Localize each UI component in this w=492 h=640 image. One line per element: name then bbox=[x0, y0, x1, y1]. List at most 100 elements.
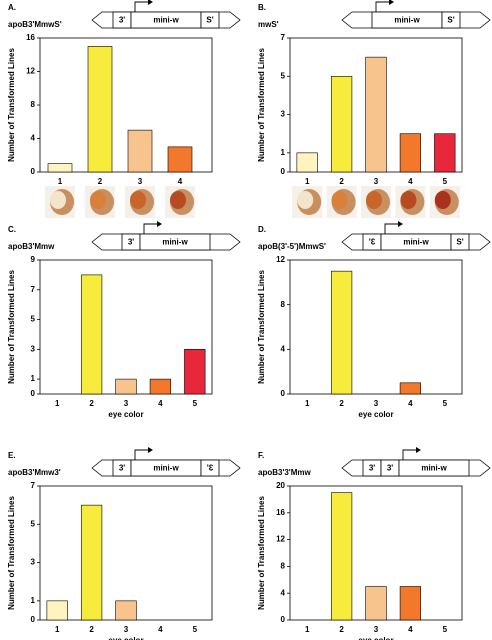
y-tick-label: 4 bbox=[281, 588, 286, 597]
y-tick-label: 3 bbox=[281, 110, 286, 119]
panel-label: E. bbox=[8, 451, 16, 460]
bar bbox=[365, 586, 387, 621]
eye-photo-eye bbox=[130, 191, 146, 209]
panel-label: B. bbox=[258, 3, 266, 12]
y-tick-label: 8 bbox=[281, 562, 286, 571]
construct-element-label: 3' bbox=[369, 464, 375, 473]
eye-photo-eye bbox=[50, 191, 66, 209]
promoter-arrowhead bbox=[398, 221, 403, 227]
x-tick-label: 2 bbox=[339, 625, 344, 634]
x-tick-label: 2 bbox=[89, 625, 94, 634]
bar bbox=[399, 586, 422, 621]
bar bbox=[149, 378, 172, 395]
construct-element-label: mini-w bbox=[153, 464, 179, 473]
panel-label: F. bbox=[258, 451, 264, 460]
eye-photo-eye bbox=[297, 191, 314, 209]
x-tick-label: 2 bbox=[339, 399, 344, 408]
y-tick-label: 0 bbox=[281, 389, 286, 398]
y-tick-label: 12 bbox=[276, 255, 285, 264]
x-tick-label: 5 bbox=[193, 399, 198, 408]
x-axis-label: eye color bbox=[108, 410, 143, 419]
bar bbox=[399, 133, 422, 173]
y-tick-label: 3 bbox=[31, 558, 36, 567]
x-tick-label: 4 bbox=[158, 625, 163, 634]
x-tick-label: 3 bbox=[124, 625, 129, 634]
y-tick-label: 7 bbox=[281, 33, 286, 42]
construct-element-label: 3' bbox=[119, 464, 125, 473]
x-tick-label: 5 bbox=[443, 399, 448, 408]
construct-element-label: mini-w bbox=[403, 238, 429, 247]
panel: B. mwS' mini-w S' Number of Transformed Line… bbox=[257, 0, 491, 218]
y-axis-label: Number of Transformed Lines bbox=[7, 48, 16, 162]
panel: E. apoB3'Mmw3' 3' mini-w 3' Number of Transfo… bbox=[7, 447, 241, 640]
construct-name: apoB3'3'Mmw bbox=[258, 468, 311, 477]
promoter-arrow bbox=[134, 449, 149, 460]
y-tick-label: 1 bbox=[31, 596, 36, 605]
y-axis-label: Number of Transformed Lines bbox=[257, 270, 266, 384]
construct-element bbox=[398, 459, 470, 477]
construct-element bbox=[200, 459, 220, 477]
construct-name: mwS' bbox=[258, 20, 279, 29]
x-tick-label: 2 bbox=[98, 177, 103, 186]
y-tick-label: 0 bbox=[31, 389, 36, 398]
y-tick-label: 5 bbox=[31, 519, 36, 528]
bar bbox=[80, 274, 103, 395]
eye-photo-eye bbox=[366, 191, 382, 209]
bar bbox=[46, 600, 68, 621]
construct-element bbox=[441, 11, 461, 29]
construct-name: apoB(3'-5')MmwS' bbox=[258, 242, 326, 251]
eye-photo-eye bbox=[170, 191, 186, 209]
panel: C. apoB3'Mmw 3' mini-w Number of Transformed… bbox=[7, 221, 241, 419]
y-tick-label: 7 bbox=[31, 285, 36, 294]
y-tick-label: 1 bbox=[31, 374, 36, 383]
bar bbox=[80, 504, 103, 621]
y-tick-label: 5 bbox=[31, 315, 36, 324]
construct-element-label: 3' bbox=[207, 464, 213, 473]
eye-photo-eye bbox=[331, 191, 348, 209]
eye-photo-eye bbox=[400, 191, 417, 209]
y-axis-label: Number of Transformed Lines bbox=[7, 496, 16, 610]
x-tick-label: 4 bbox=[408, 177, 413, 186]
x-tick-label: 2 bbox=[89, 399, 94, 408]
x-tick-label: 5 bbox=[193, 625, 198, 634]
x-axis-label: eye color bbox=[358, 410, 393, 419]
y-tick-label: 3 bbox=[31, 344, 36, 353]
y-tick-label: 16 bbox=[276, 508, 285, 517]
y-axis-label: Number of Transformed Lines bbox=[257, 48, 266, 162]
construct-name: apoB3'Mmw bbox=[8, 242, 55, 251]
bar bbox=[127, 129, 153, 173]
panel-label: C. bbox=[8, 225, 16, 234]
x-axis-label: eye color bbox=[108, 636, 143, 640]
plot-frame bbox=[39, 485, 213, 621]
y-tick-label: 8 bbox=[281, 300, 286, 309]
construct-element-label: S' bbox=[447, 16, 454, 25]
x-tick-label: 3 bbox=[374, 399, 379, 408]
y-tick-label: 12 bbox=[26, 67, 35, 76]
promoter-arrowhead bbox=[157, 221, 162, 227]
y-tick-label: 7 bbox=[31, 481, 36, 490]
construct-element-label: 3' bbox=[387, 464, 393, 473]
x-tick-label: 1 bbox=[305, 399, 310, 408]
y-tick-label: 12 bbox=[276, 535, 285, 544]
x-tick-label: 5 bbox=[443, 625, 448, 634]
construct-element-label: 3' bbox=[128, 238, 134, 247]
panel: F. apoB3'3'Mmw 3' 3' mini-w Number of Transfo… bbox=[257, 447, 491, 640]
construct-element-label: 3' bbox=[369, 238, 375, 247]
plot-frame bbox=[289, 259, 463, 395]
promoter-arrowhead bbox=[416, 447, 421, 453]
y-tick-label: 1 bbox=[281, 148, 286, 157]
y-tick-label: 0 bbox=[31, 615, 36, 624]
construct-name: apoB3'Mmw3' bbox=[8, 468, 61, 477]
x-axis-label: eye color bbox=[358, 636, 393, 640]
bar bbox=[330, 270, 353, 395]
y-tick-label: 0 bbox=[281, 615, 286, 624]
promoter-arrowhead bbox=[148, 447, 153, 453]
promoter-arrowhead bbox=[389, 0, 394, 5]
bar bbox=[399, 382, 422, 395]
bar bbox=[330, 492, 353, 621]
y-axis-label: Number of Transformed Lines bbox=[7, 270, 16, 384]
panel: A. apoB3'MmwS' 3' mini-w S' Number of Transfo… bbox=[7, 0, 241, 218]
x-tick-label: 4 bbox=[178, 177, 183, 186]
construct-element bbox=[450, 233, 470, 251]
